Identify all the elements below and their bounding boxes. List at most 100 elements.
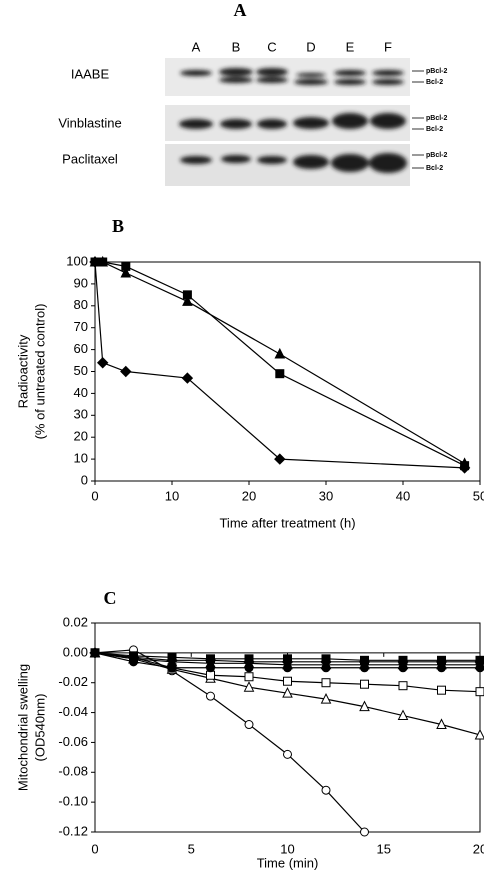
series-line [94,649,365,833]
chart: C -0.12 -0.10 -0.08 -0.06 -0.04 -0.02 0.00 0.02 0… [15,588,484,870]
y-tick-label: 70 [74,319,88,334]
marker [437,655,446,665]
marker [206,654,215,664]
y-tick-label: 20 [74,429,88,444]
marker [90,648,100,658]
y-tick-label: -0.08 [58,764,88,779]
marker [96,357,109,369]
y-axis-label: Radioactivity [15,334,30,408]
marker [274,347,286,359]
row-label: Paclitaxel [62,151,118,166]
panel-label: B [112,216,124,236]
marker [397,709,409,721]
series-line [95,261,465,467]
marker [283,676,292,686]
lane-label: E [346,39,355,54]
marker [475,655,484,665]
series-line [95,261,465,464]
y-tick-label: -0.10 [58,794,88,809]
y-tick-label: -0.04 [58,704,88,719]
y-tick-label: 100 [66,253,88,268]
band-label: pBcl-2 [426,68,448,75]
marker [167,652,177,662]
marker [459,457,470,468]
lane-label: D [306,39,315,54]
marker [120,365,132,378]
marker [360,827,369,837]
lane-label: A [192,39,201,54]
marker [360,655,369,665]
marker [244,672,254,682]
x-tick-label: 20 [242,488,256,503]
row-label: Vinblastine [58,115,121,130]
y-tick-label: 10 [74,451,88,466]
y-tick-label: 80 [74,297,88,312]
lane-label: B [232,39,241,54]
blot [165,58,410,186]
marker [283,654,292,664]
band-label: Bcl-2 [426,126,443,133]
band-label: Bcl-2 [426,79,443,86]
chart: B 0 10 20 30 40 50 60 70 80 90 100 0 10 20 30 40 50 Time a… [15,216,484,530]
panel-label: A [234,0,247,20]
marker [206,691,215,701]
plot-frame [94,261,481,482]
marker [321,785,331,795]
x-tick-label: 10 [280,841,294,856]
x-tick-label: 20 [473,841,484,856]
x-tick-label: 40 [396,488,410,503]
blot-strip [165,58,410,96]
marker [244,654,254,664]
y-axis-label: (OD540nm) [32,694,47,762]
x-tick-label: 0 [91,488,98,503]
marker [359,700,370,712]
marker [360,679,369,689]
y-tick-label: 0 [81,472,88,487]
x-tick-label: 0 [91,841,98,856]
series-line [94,261,465,469]
y-tick-label: 0.02 [63,614,88,629]
y-axis-label: Mitochondrial swelling [15,664,30,791]
marker [97,255,109,267]
plot-frame [94,622,481,833]
y-tick-label: 0.00 [63,644,88,659]
band-label: Bcl-2 [426,165,443,172]
y-tick-label: 30 [74,407,88,422]
x-tick-label: 50 [473,488,484,503]
y-tick-label: -0.06 [58,734,88,749]
marker [321,654,331,664]
marker [474,728,484,740]
marker [320,693,332,704]
marker [436,718,447,730]
marker [129,651,138,661]
marker [243,681,255,692]
y-tick-label: -0.12 [58,823,88,838]
marker [182,295,193,306]
band-label: pBcl-2 [426,115,448,122]
y-axis-label: (% of untreated control) [32,304,47,440]
marker [206,670,215,680]
bands [179,68,407,173]
y-tick-label: 50 [74,363,88,378]
marker [282,687,293,698]
marker [120,266,132,278]
marker [283,749,292,759]
panel-label: C [104,588,117,608]
x-tick-label: 5 [188,841,195,856]
y-tick-label: -0.02 [58,674,88,689]
marker [321,678,331,688]
marker [89,255,101,267]
marker [181,372,194,384]
marker [398,681,408,691]
marker [244,720,254,730]
y-tick-label: 90 [74,275,88,290]
marker [475,687,484,697]
marker [274,453,286,465]
lane-label: F [384,39,392,54]
marker [437,685,446,695]
marker [275,369,285,379]
row-label: IAABE [71,66,110,81]
blot-strip [165,144,410,186]
band-label: pBcl-2 [426,152,448,159]
